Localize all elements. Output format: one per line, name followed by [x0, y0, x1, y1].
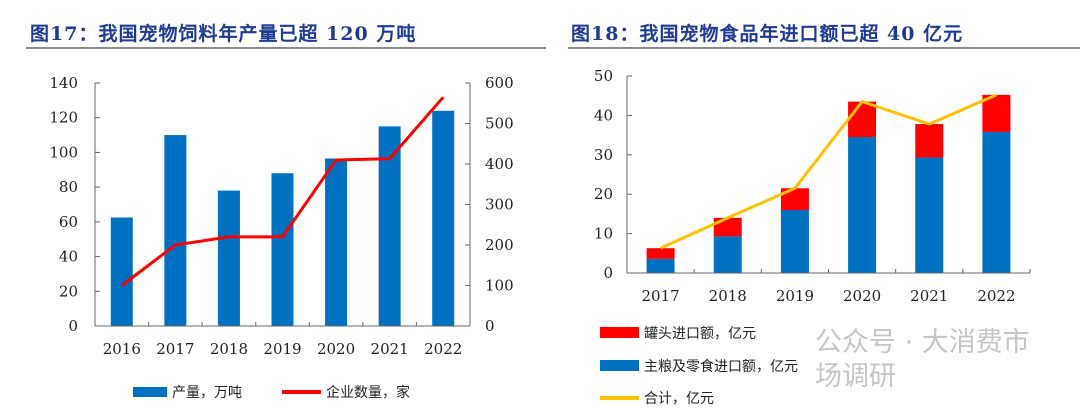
chart1-right-tick-label: 600	[485, 74, 514, 92]
chart1-x-tick-label: 2020	[317, 340, 355, 358]
chart1-right-tick-label: 0	[485, 317, 495, 335]
chart2-bar-staple-2022	[982, 131, 1011, 273]
chart1-bar-2017	[164, 135, 187, 326]
chart1-right-tick-label: 200	[485, 236, 514, 254]
chart1-bar-2022	[432, 110, 455, 327]
chart2-line-total	[659, 93, 998, 250]
chart1-left-tick-label: 140	[49, 74, 78, 92]
chart2-title-rule	[568, 47, 1080, 49]
chart2-x-tick-label: 2017	[641, 287, 679, 305]
chart1-left-tick-label: 60	[59, 213, 78, 231]
chart1-legend-bar-swatch	[133, 387, 167, 397]
chart1-left-tick-label: 0	[68, 317, 78, 335]
chart2-y-tick-label: 0	[603, 264, 613, 282]
chart1-title-rule	[26, 47, 546, 49]
chart2-legend-canned-swatch	[600, 327, 639, 338]
watermark: 公众号 · 大消费市场调研	[815, 327, 1030, 392]
chart1-left-tick-label: 20	[59, 282, 78, 300]
chart1-x-tick-label: 2016	[103, 340, 141, 358]
chart1-x-tick-label: 2017	[156, 340, 194, 358]
chart1-right-tick-label: 400	[485, 155, 514, 173]
chart1-line-enterprise-count	[120, 96, 445, 287]
chart1-x-tick-label: 2021	[371, 340, 409, 358]
chart1-bar-2021	[378, 126, 401, 327]
chart2-y-tick-label: 30	[594, 146, 613, 164]
chart2-x-tick-label: 2018	[709, 287, 747, 305]
chart2-bar-staple-2017	[646, 258, 675, 273]
chart2-legend-staple-swatch	[600, 360, 639, 371]
chart1-bar-2018	[217, 190, 240, 326]
chart2-bar-staple-2020	[848, 137, 877, 273]
chart2-y-tick-label: 50	[594, 67, 613, 85]
chart2-bar-canned-2020	[848, 101, 877, 138]
chart2-bar-canned-2019	[780, 188, 809, 210]
chart2-bar-staple-2021	[915, 157, 944, 273]
chart2-y-tick-label: 20	[594, 185, 613, 203]
chart2-bar-canned-2018	[713, 217, 742, 237]
chart1-left-tick-label: 80	[59, 178, 78, 196]
chart1-legend-line-label: 企业数量，家	[326, 384, 410, 401]
chart1-right-tick-label: 100	[485, 277, 514, 295]
chart1-right-tick-label: 500	[485, 115, 514, 133]
chart2-x-tick-label: 2022	[977, 287, 1015, 305]
chart1-bar-2020	[325, 158, 348, 326]
chart2-legend-canned-label: 罐头进口额，亿元	[644, 326, 756, 342]
chart2-x-tick-label: 2019	[776, 287, 814, 305]
chart2-y-tick-label: 10	[594, 225, 613, 243]
chart2-legend-total-label: 合计，亿元	[644, 391, 714, 407]
chart1-x-tick-label: 2018	[210, 340, 248, 358]
chart1-bar-2019	[271, 173, 294, 326]
chart1-bar-2016	[110, 217, 133, 326]
chart2-x-tick-label: 2020	[843, 287, 881, 305]
chart2-bar-staple-2018	[713, 236, 742, 273]
chart2-bar-canned-2022	[982, 94, 1011, 132]
chart1-left-tick-label: 40	[59, 248, 78, 266]
chart1-right-tick-label: 300	[485, 196, 514, 214]
chart2-legend-staple-label: 主粮及零食进口额，亿元	[644, 358, 798, 375]
chart2-bar-canned-2017	[646, 248, 675, 259]
chart1-legend-bar-label: 产量，万吨	[172, 385, 242, 401]
chart2-y-tick-label: 40	[594, 106, 613, 124]
chart2-title: 图18：我国宠物食品年进口额已超 40 亿元	[571, 23, 964, 45]
chart2-bar-staple-2019	[780, 209, 809, 273]
chart1-title: 图17：我国宠物饲料年产量已超 120 万吨	[30, 23, 417, 45]
chart1-x-tick-label: 2019	[263, 340, 301, 358]
chart1-left-tick-label: 100	[49, 143, 78, 161]
chart2-bar-canned-2021	[915, 124, 944, 158]
chart1-left-tick-label: 120	[49, 109, 78, 127]
chart2-x-tick-label: 2021	[910, 287, 948, 305]
chart1-x-tick-label: 2022	[424, 340, 462, 358]
